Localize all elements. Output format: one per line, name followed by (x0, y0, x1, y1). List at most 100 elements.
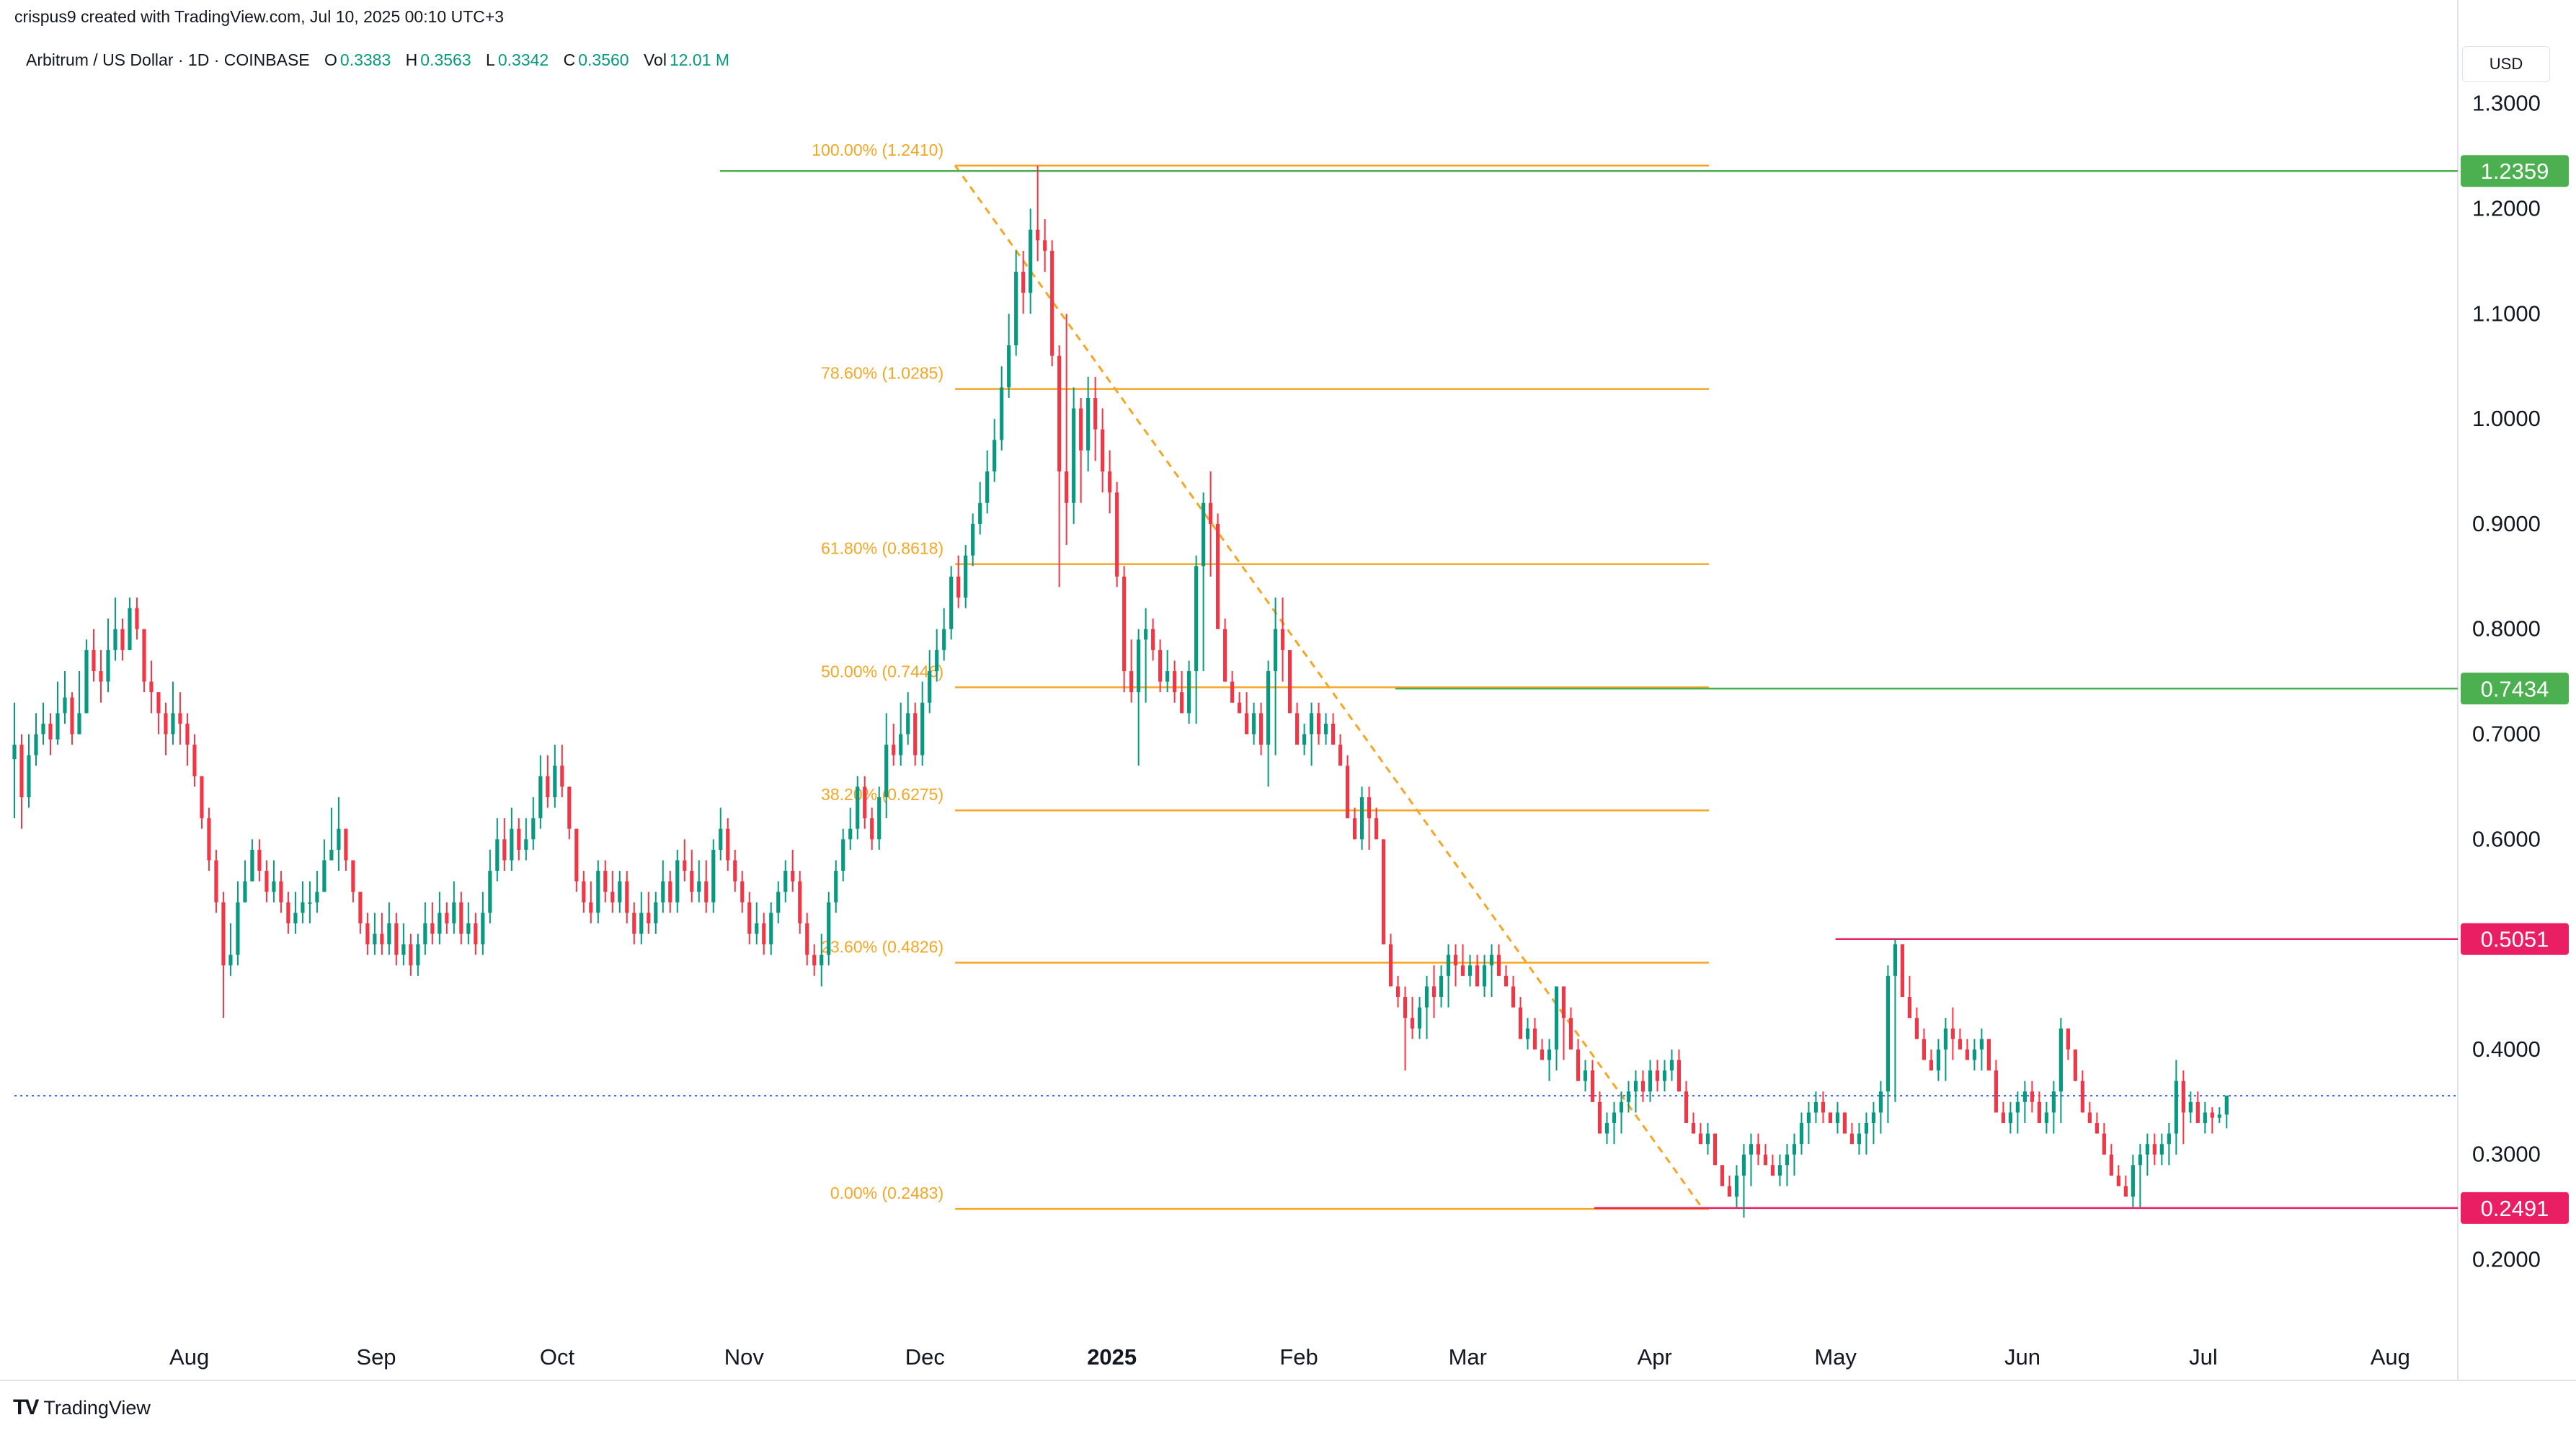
candle-body (726, 828, 730, 861)
candle-body (380, 933, 384, 945)
candle-body (1295, 713, 1300, 745)
candle-body (1274, 629, 1278, 672)
candle-body (1302, 734, 1307, 745)
candle-body (99, 671, 103, 682)
candle-body (762, 923, 766, 945)
candle-body (452, 902, 456, 923)
price-label-box (2461, 923, 2569, 955)
low-value: 0.3342 (497, 50, 549, 69)
candle-body (55, 713, 60, 740)
candle-body (1137, 639, 1141, 693)
candle-body (510, 828, 514, 861)
candle-body (1338, 745, 1343, 766)
candle-body (92, 649, 96, 672)
candle-body (185, 723, 190, 745)
tradingview-logo[interactable]: TV TradingView (13, 1396, 151, 1420)
candle-body (1799, 1122, 1804, 1145)
candle-body (1216, 523, 1220, 629)
candle-body (1496, 954, 1501, 976)
currency-button[interactable]: USD (2462, 46, 2550, 82)
candle-body (1777, 1165, 1782, 1176)
candle-body (1238, 702, 1242, 714)
candle-body (1223, 629, 1227, 682)
candle-body (329, 849, 334, 861)
candle-body (603, 871, 608, 892)
candle-body (942, 629, 946, 650)
candle-body (1065, 471, 1069, 503)
y-tick-label: 1.3000 (2472, 91, 2541, 116)
candle-body (1986, 1039, 1991, 1071)
candle-body (747, 902, 752, 934)
candle-body (1972, 1049, 1976, 1060)
candle-body (1359, 797, 1364, 840)
candle-body (625, 881, 629, 913)
candle-body (1720, 1165, 1725, 1186)
candle-body (1518, 1007, 1523, 1039)
candle-body (481, 913, 485, 945)
candle-body (2195, 1101, 2200, 1123)
candle-body (2224, 1096, 2229, 1115)
candle-body (524, 839, 528, 850)
candle-body (171, 713, 175, 735)
candle-body (956, 576, 961, 598)
candle-body (1403, 997, 1408, 1019)
candle-body (1482, 965, 1487, 987)
symbol-title[interactable]: Arbitrum / US Dollar · 1D · COINBASE (26, 50, 310, 69)
x-tick-label: Sep (356, 1344, 396, 1370)
candle-body (1460, 965, 1465, 976)
candle-body (899, 734, 903, 755)
candle-body (589, 902, 593, 913)
volume-value: 12.01 M (669, 50, 730, 69)
candle-body (1914, 1018, 1919, 1039)
candle-body (502, 839, 507, 861)
candle-body (2044, 1112, 2048, 1123)
candle-body (517, 828, 521, 850)
candle-body (1245, 713, 1249, 735)
candle-body (1395, 986, 1400, 998)
candle-body (1439, 975, 1444, 998)
candle-body (1806, 1112, 1811, 1123)
candle-body (647, 913, 651, 923)
candle-body (63, 697, 67, 714)
candle-body (1886, 975, 1891, 1092)
candle-body (2203, 1112, 2207, 1123)
price-label-box (2461, 673, 2569, 705)
candle-body (77, 713, 81, 735)
x-tick-label: Aug (169, 1344, 209, 1370)
candle-body (351, 860, 355, 892)
candle-body (149, 681, 154, 693)
candle-body (1000, 387, 1004, 440)
candle-body (2001, 1112, 2005, 1123)
y-tick-label: 0.3000 (2472, 1142, 2541, 1167)
candle-body (1144, 629, 1148, 640)
candle-body (1813, 1101, 1818, 1113)
candle-body (1568, 1018, 1573, 1050)
candle-body (2138, 1154, 2142, 1166)
candle-body (704, 881, 709, 902)
candle-body (1936, 1049, 1940, 1071)
fib-level-label: 23.60% (0.4826) (821, 937, 943, 956)
candle-body (2030, 1091, 2034, 1102)
y-tick-label: 1.0000 (2472, 406, 2541, 431)
candle-body (1057, 355, 1062, 472)
candle-body (553, 766, 557, 798)
x-tick-label: May (1814, 1344, 1857, 1370)
candle-body (19, 745, 24, 798)
candle-body (538, 776, 543, 819)
candle-body (2152, 1144, 2157, 1155)
x-tick-label: Feb (1279, 1344, 1318, 1370)
open-label: O (324, 50, 337, 69)
candle-body (560, 766, 564, 787)
candle-body (877, 797, 881, 840)
candle-body (1741, 1154, 1746, 1176)
candle-body (1532, 1028, 1537, 1050)
candle-body (1129, 671, 1134, 693)
price-label-box (2461, 1192, 2569, 1224)
candle-body (2037, 1101, 2041, 1123)
candle-body (358, 892, 363, 923)
candle-body (1770, 1165, 1775, 1176)
fib-level-label: 0.00% (0.2483) (830, 1184, 943, 1202)
candle-body (574, 828, 579, 882)
candle-body (474, 923, 478, 945)
